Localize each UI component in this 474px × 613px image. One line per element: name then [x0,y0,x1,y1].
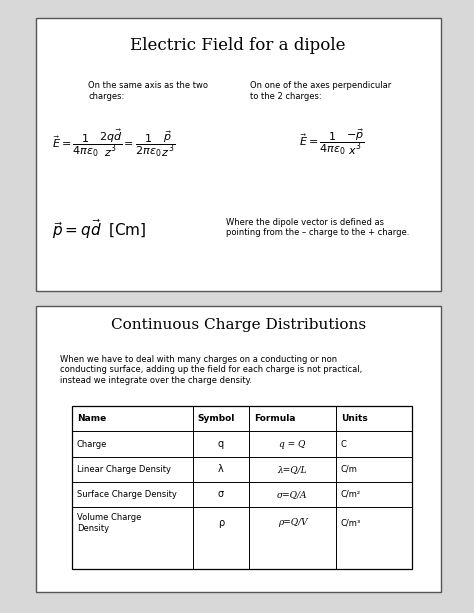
Text: When we have to deal with many charges on a conducting or non
conducting surface: When we have to deal with many charges o… [60,355,362,385]
Bar [72,406,412,569]
Text: Where the dipole vector is defined as
pointing from the – charge to the + charge: Where the dipole vector is defined as po… [226,218,410,237]
Text: On one of the axes perpendicular
to the 2 charges:: On one of the axes perpendicular to the … [250,81,392,101]
Text: Name: Name [77,414,106,424]
Text: q: q [218,439,224,449]
Text: $\vec{p} = q\vec{d}\;\;[\mathrm{Cm}]$: $\vec{p} = q\vec{d}\;\;[\mathrm{Cm}]$ [52,218,146,242]
Text: C/m: C/m [341,465,357,474]
Text: Symbol: Symbol [198,414,235,424]
Text: Volume Charge
Density: Volume Charge Density [77,513,141,533]
Text: Units: Units [341,414,367,424]
Text: σ=Q/A: σ=Q/A [277,490,308,499]
Text: ρ: ρ [218,518,224,528]
Text: Surface Charge Density: Surface Charge Density [77,490,177,499]
Text: Electric Field for a dipole: Electric Field for a dipole [130,37,346,55]
Text: C/m³: C/m³ [341,519,361,527]
Text: $\vec{E} = \dfrac{1}{4\pi\varepsilon_0}\dfrac{-\vec{p}}{x^3}$: $\vec{E} = \dfrac{1}{4\pi\varepsilon_0}\… [299,128,365,156]
Text: C: C [341,440,346,449]
Text: Charge: Charge [77,440,107,449]
Text: Formula: Formula [254,414,295,424]
Text: λ=Q/L: λ=Q/L [278,465,307,474]
Text: $\vec{E} = \dfrac{1}{4\pi\varepsilon_0}\dfrac{2q\vec{d}}{z^3} = \dfrac{1}{2\pi\v: $\vec{E} = \dfrac{1}{4\pi\varepsilon_0}\… [52,128,175,159]
Text: λ: λ [218,464,224,474]
Text: ρ=Q/V: ρ=Q/V [278,519,307,527]
Text: σ: σ [218,489,224,500]
Text: q = Q: q = Q [279,440,306,449]
Text: Continuous Charge Distributions: Continuous Charge Distributions [110,318,366,332]
Text: C/m²: C/m² [341,490,361,499]
Text: Linear Charge Density: Linear Charge Density [77,465,171,474]
Text: On the same axis as the two
charges:: On the same axis as the two charges: [88,81,208,101]
